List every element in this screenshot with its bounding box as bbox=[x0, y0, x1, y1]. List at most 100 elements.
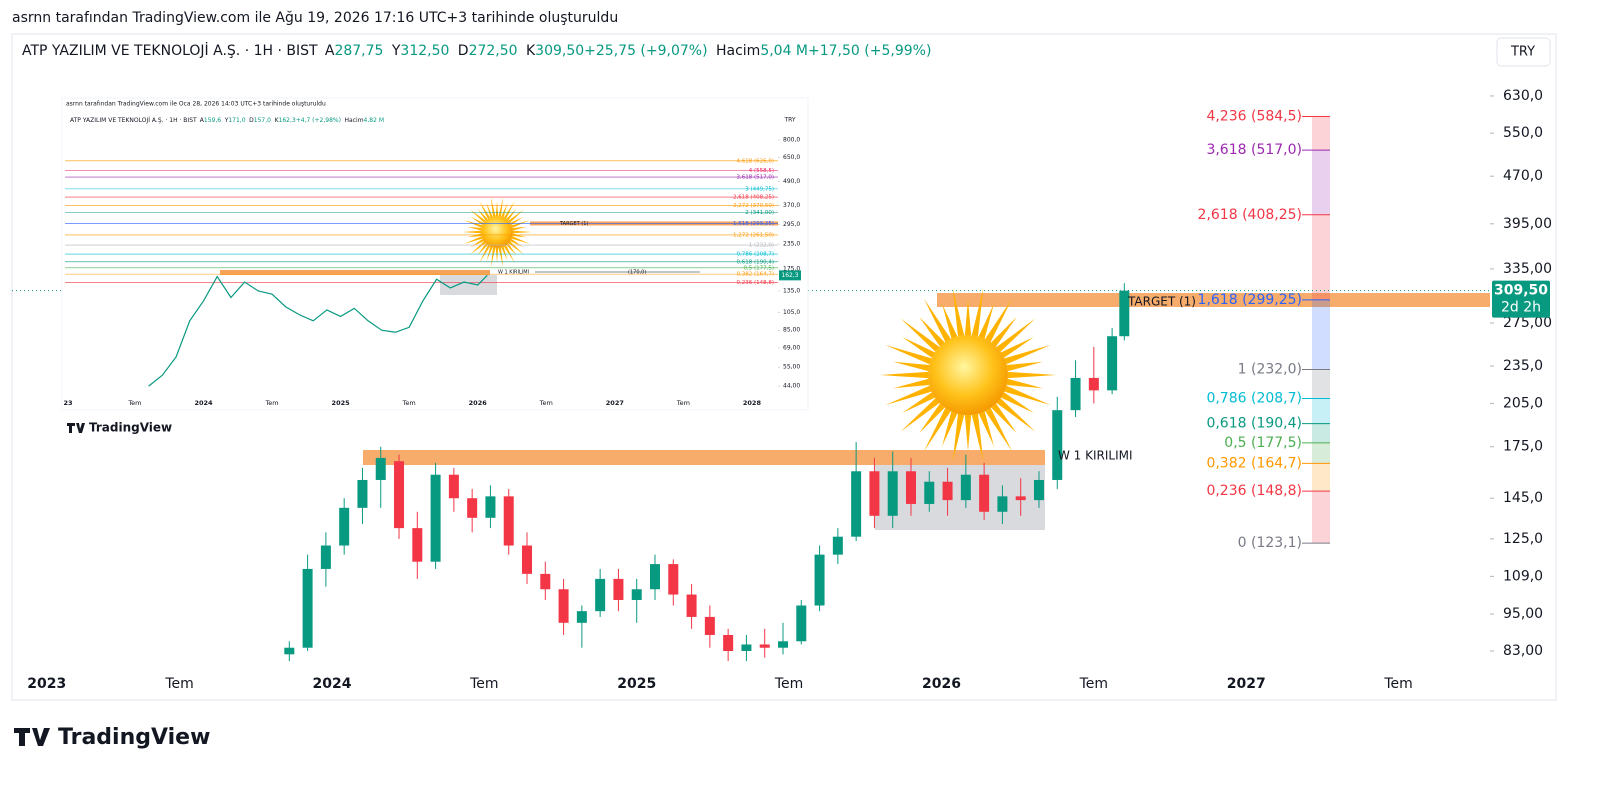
candle-body bbox=[448, 474, 459, 499]
candle-body bbox=[540, 573, 551, 590]
candle-body bbox=[686, 594, 697, 617]
inset-breakout-value: (170,0) bbox=[628, 270, 646, 276]
inset-fib-label: 1,618 (299,25) bbox=[733, 221, 774, 227]
inset-y-tick-label: 800,0 bbox=[783, 137, 800, 144]
legend-item: Hacim bbox=[716, 43, 760, 59]
inset-fib-label: 2,618 (408,25) bbox=[733, 195, 774, 201]
candle-body bbox=[924, 481, 935, 504]
candle-body bbox=[777, 641, 788, 648]
fib-band bbox=[1312, 398, 1330, 424]
inset-x-tick-label: Tem bbox=[676, 399, 690, 407]
inset-breakout-label: W 1 KIRILIMI bbox=[498, 270, 529, 276]
fib-label: 0,382 (164,7) bbox=[1206, 455, 1302, 471]
y-tick-label: 235,0 bbox=[1503, 358, 1543, 374]
fib-label: 1 (232,0) bbox=[1238, 362, 1302, 378]
candle-body bbox=[650, 564, 661, 590]
legend-item: D bbox=[458, 43, 469, 59]
fib-label: 4,236 (584,5) bbox=[1206, 108, 1302, 124]
legend-item: 4,82 M bbox=[364, 117, 384, 124]
inset-x-tick-label: 2027 bbox=[606, 399, 624, 407]
candle-body bbox=[796, 605, 807, 642]
inset-x-tick-label: Tem bbox=[402, 399, 416, 407]
fib-label: 0,236 (148,8) bbox=[1206, 483, 1302, 499]
inset-logo-text: TradingView bbox=[89, 421, 172, 435]
legend-item: Y bbox=[391, 43, 401, 59]
y-tick-label: 395,00 bbox=[1503, 216, 1552, 232]
y-tick-label: 275,00 bbox=[1503, 315, 1552, 331]
inset-x-tick-label: 2024 bbox=[194, 399, 213, 407]
candle-body bbox=[485, 496, 496, 518]
inset-currency: TRY bbox=[783, 117, 795, 124]
fib-label: 3,618 (517,0) bbox=[1206, 142, 1302, 158]
fib-band bbox=[1312, 299, 1330, 370]
legend-item: 309,50 bbox=[535, 43, 584, 59]
sun-rays bbox=[880, 288, 1056, 462]
inset-y-tick-label: 490,0 bbox=[783, 178, 800, 185]
inset-y-tick-label: 55,00 bbox=[783, 364, 800, 371]
fib-label: 0,618 (190,4) bbox=[1206, 416, 1302, 432]
y-tick-label: 95,00 bbox=[1503, 606, 1543, 622]
breakout-zone bbox=[363, 450, 1045, 465]
legend-item: 312,50 bbox=[400, 43, 449, 59]
candle-body bbox=[1070, 377, 1081, 411]
fib-label: 0,5 (177,5) bbox=[1224, 435, 1302, 451]
sun-icon bbox=[880, 288, 1056, 462]
candle-body bbox=[997, 496, 1008, 512]
y-tick-label: 470,0 bbox=[1503, 168, 1543, 184]
fib-band bbox=[1312, 116, 1330, 151]
x-tick-label: Tem bbox=[164, 676, 193, 692]
y-tick-label: 335,00 bbox=[1503, 261, 1552, 277]
legend-item: +25,75 (+9,07%) bbox=[584, 43, 707, 59]
candle-body bbox=[832, 536, 843, 555]
legend-item: Y bbox=[224, 117, 229, 124]
x-tick-label: 2025 bbox=[617, 676, 656, 692]
inset-x-tick-label: Tem bbox=[539, 399, 553, 407]
candle-body bbox=[814, 554, 825, 606]
candle-body bbox=[1015, 496, 1026, 501]
target-label: TARGET (1) bbox=[1127, 295, 1196, 309]
inset-attribution: asrnn tarafından TradingView.com ile Oca… bbox=[66, 101, 326, 108]
candle-body bbox=[1107, 336, 1118, 391]
currency: TRY bbox=[1510, 45, 1535, 60]
sun-disc bbox=[481, 216, 513, 248]
inset-breakout-zone bbox=[220, 270, 490, 275]
y-tick-label: 145,0 bbox=[1503, 490, 1543, 506]
legend-item: A bbox=[325, 43, 335, 59]
candle-body bbox=[741, 644, 752, 651]
candle-body bbox=[339, 507, 350, 546]
sun-rays bbox=[461, 197, 533, 267]
inset-y-tick-label: 650,0 bbox=[783, 154, 800, 161]
candle-body bbox=[869, 471, 880, 516]
currency-button[interactable] bbox=[1496, 37, 1551, 67]
candle-body bbox=[302, 568, 313, 648]
inset-x-tick-label: 23 bbox=[63, 399, 72, 407]
candle-body bbox=[851, 471, 862, 537]
legend-item: +4,7 (+2,98%) bbox=[296, 117, 341, 124]
legend-item: 5,04 M bbox=[760, 43, 808, 59]
candle-body bbox=[1052, 410, 1063, 480]
y-tick-label: 630,0 bbox=[1503, 88, 1543, 104]
candle-body bbox=[759, 644, 770, 648]
legend-item: 287,75 bbox=[334, 43, 383, 59]
fib-label: 0,786 (208,7) bbox=[1206, 391, 1302, 407]
x-tick-label: 2024 bbox=[312, 676, 351, 692]
inset-target-label: TARGET (1) bbox=[559, 221, 588, 227]
legend-item: +17,50 (+5,99%) bbox=[808, 43, 931, 59]
candle-body bbox=[558, 589, 569, 623]
candle-body bbox=[631, 589, 642, 600]
last-price-box bbox=[1492, 280, 1550, 318]
y-tick-label: 175,0 bbox=[1503, 439, 1543, 455]
inset-y-tick-label: 370,0 bbox=[783, 202, 800, 209]
chart-frame bbox=[11, 33, 1557, 701]
fib-label: 0 (123,1) bbox=[1238, 535, 1302, 551]
legend-item: K bbox=[275, 117, 280, 124]
legend: ATP YAZILIM VE TEKNOLOJİ A.Ş. · 1H · BIS… bbox=[22, 41, 931, 59]
fib-band bbox=[1312, 463, 1330, 492]
candle-body bbox=[375, 457, 386, 480]
candle-body bbox=[1033, 479, 1044, 501]
fib-band bbox=[1312, 150, 1330, 215]
legend-item: D bbox=[249, 117, 254, 124]
inset-fib-label: 4,618 (626,0) bbox=[736, 158, 774, 164]
fib-label: 2,618 (408,25) bbox=[1198, 207, 1302, 223]
